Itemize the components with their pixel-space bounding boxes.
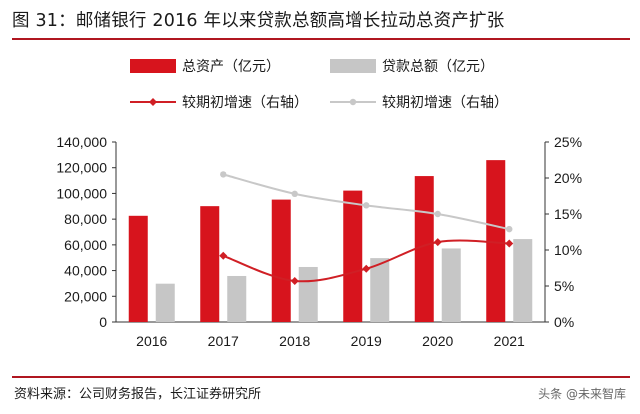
right-axis-tick-label: 5% (554, 278, 574, 294)
title-rule (12, 38, 630, 40)
loan-growth-point (220, 171, 227, 178)
asset-growth-point (362, 264, 371, 273)
bar-total-loans (298, 266, 318, 322)
right-axis-tick-label: 15% (554, 206, 582, 222)
legend-total-assets-label: 总资产（亿元） (182, 59, 280, 75)
left-axis-tick-label: 60,000 (64, 237, 107, 253)
left-axis-tick-label: 140,000 (56, 134, 107, 150)
x-axis-tick-label: 2021 (494, 333, 525, 349)
loan-growth-point (363, 202, 370, 209)
right-axis-tick-label: 0% (554, 314, 574, 330)
asset-growth-line (222, 239, 510, 283)
loan-growth-point (434, 210, 441, 218)
x-axis-tick-label: 2020 (422, 333, 453, 349)
right-axis-tick-label: 25% (554, 134, 582, 150)
bar-total-assets (128, 215, 148, 322)
asset-growth-point (505, 239, 514, 248)
source-note: 资料来源：公司财务报告，长江证券研究所 (14, 387, 262, 402)
right-axis-tick-label: 20% (554, 170, 582, 186)
asset-growth-point (290, 276, 299, 285)
bar-total-loans (441, 248, 461, 322)
bar-total-assets (271, 199, 291, 322)
legend-total-assets-swatch (130, 59, 176, 73)
bar-total-assets (200, 206, 220, 322)
bar-total-loans (227, 275, 247, 322)
bar-total-assets (343, 190, 363, 322)
left-axis-tick-label: 80,000 (64, 211, 107, 227)
x-axis-tick-label: 2017 (208, 333, 239, 349)
bar-total-loans (513, 239, 533, 322)
source-rule (12, 376, 630, 378)
legend-total-loans-swatch (330, 59, 376, 73)
legend-loan-growth-marker (349, 98, 357, 106)
figure-title: 图 31：邮储银行 2016 年以来贷款总额高增长拉动总资产扩张 (12, 11, 505, 31)
left-axis-tick-label: 120,000 (56, 160, 107, 176)
legend-loan-growth-label: 较期初增速（右轴） (382, 94, 508, 111)
bar-total-loans (370, 258, 390, 322)
left-axis-tick-label: 20,000 (64, 288, 107, 304)
legend-asset-growth-marker (149, 98, 157, 106)
x-axis-tick-label: 2019 (351, 333, 382, 349)
asset-growth-point (219, 251, 228, 260)
x-axis-tick-label: 2018 (279, 333, 310, 349)
loan-growth-line (222, 173, 510, 231)
left-axis-tick-label: 100,000 (56, 185, 107, 201)
x-axis-tick-label: 2016 (136, 333, 167, 349)
bar-total-loans (155, 283, 175, 322)
left-axis-tick-label: 40,000 (64, 263, 107, 279)
loan-growth-point (291, 190, 298, 198)
bar-total-assets (486, 160, 506, 322)
legend-asset-growth-label: 较期初增速（右轴） (182, 94, 308, 111)
legend-total-loans-label: 贷款总额（亿元） (382, 59, 494, 75)
right-axis-tick-label: 10% (554, 242, 582, 258)
watermark: 头条 @未来智库 (538, 387, 626, 401)
left-axis-tick-label: 0 (99, 314, 107, 330)
loan-growth-point (506, 225, 513, 233)
asset-growth-point (433, 238, 442, 247)
